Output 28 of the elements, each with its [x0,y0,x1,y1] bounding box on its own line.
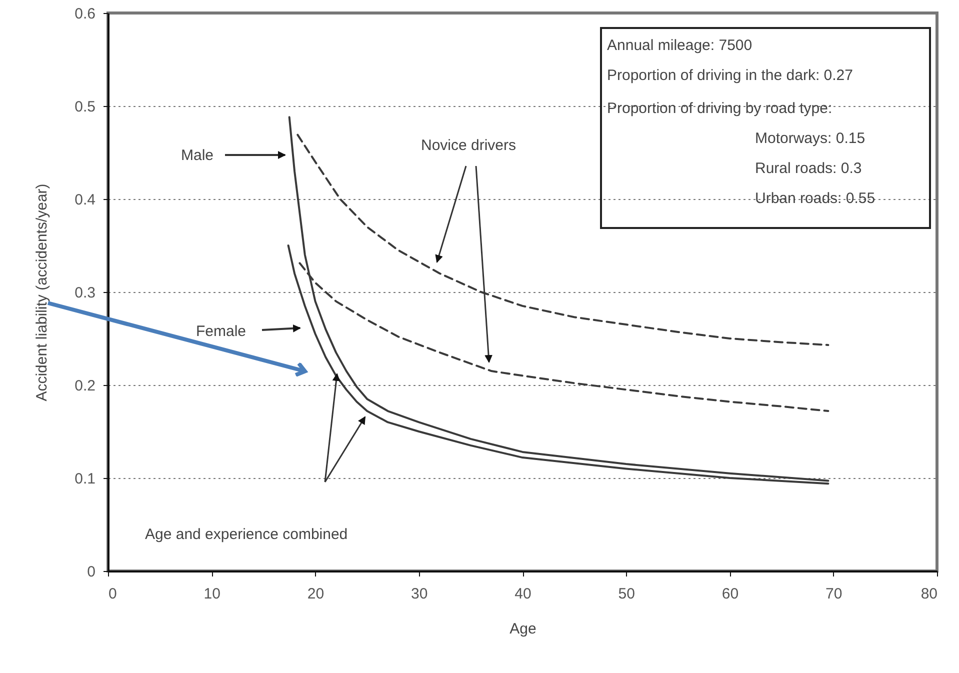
x-tick-label: 20 [307,586,324,602]
annotation: Novice drivers [421,137,516,154]
annotation: Annual mileage: 7500 [607,37,752,54]
y-tick-label: 0.6 [74,6,96,22]
annotation: Proportion of driving by road type: [607,100,832,117]
x-tick-label: 50 [618,586,635,602]
y-axis-title: Accident liability (accidents/year) [34,184,51,402]
annotation: Motorways: 0.15 [755,130,866,147]
x-tick-label: 60 [722,586,739,602]
x-tick-label: 70 [826,586,842,602]
x-tick-label: 80 [920,586,938,602]
annotation: Female [196,323,246,340]
y-tick-label: 0 [87,564,96,580]
annotation: Urban roads: 0.55 [755,190,876,207]
y-tick-label: 0.1 [74,470,96,488]
x-axis-title: Age [510,620,536,638]
annotation: Male [181,147,214,164]
x-tick-label: 30 [411,586,428,602]
x-tick-label: 10 [204,586,220,602]
x-tick-label: 0 [108,586,117,602]
y-tick-label: 0.3 [74,284,96,302]
x-tick-label: 40 [514,586,532,602]
y-tick-label: 0.5 [74,98,96,116]
annotation: Rural roads: 0.3 [755,160,862,177]
annotation: Proportion of driving in the dark: 0.27 [607,67,853,84]
annotation: Age and experience combined [145,526,348,543]
y-tick-label: 0.2 [74,378,96,394]
y-tick-label: 0.4 [74,192,96,208]
